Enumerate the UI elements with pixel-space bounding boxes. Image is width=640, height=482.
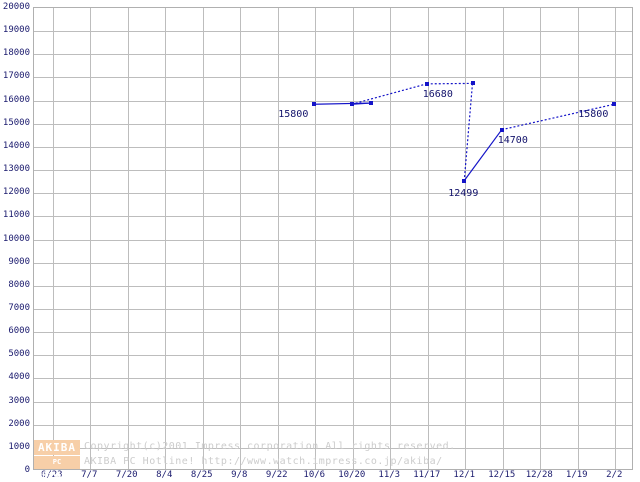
data-point-marker[interactable]	[369, 101, 373, 105]
series-segment	[464, 83, 472, 180]
data-point-marker[interactable]	[462, 179, 466, 183]
data-point-marker[interactable]	[425, 82, 429, 86]
data-point-label: 16680	[423, 90, 453, 100]
data-point-label: 12499	[448, 189, 478, 199]
data-point-label: 15800	[278, 110, 308, 120]
series-segment	[464, 130, 502, 181]
data-point-label: 14700	[498, 136, 528, 146]
data-point-marker[interactable]	[471, 81, 475, 85]
data-point-marker[interactable]	[350, 102, 354, 106]
data-point-label: 15800	[578, 110, 608, 120]
data-point-marker[interactable]	[500, 128, 504, 132]
data-point-marker[interactable]	[312, 102, 316, 106]
series-segment	[352, 84, 427, 104]
data-point-marker[interactable]	[612, 102, 616, 106]
